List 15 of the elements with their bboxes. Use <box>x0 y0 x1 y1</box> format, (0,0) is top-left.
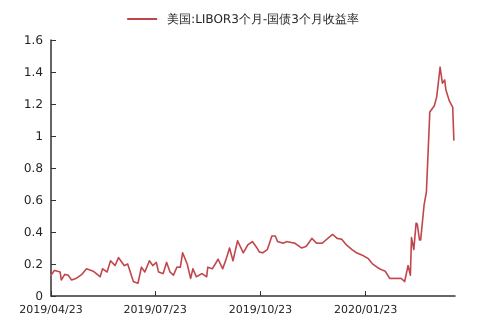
y-tick-label: 1.4 <box>24 65 43 79</box>
y-tick-label: 0.6 <box>24 193 43 207</box>
x-tick-label: 2019/04/23 <box>19 303 83 316</box>
y-tick-label: 0.8 <box>24 161 43 175</box>
y-tick-label: 1 <box>35 129 43 143</box>
x-tick-label: 2019/10/23 <box>228 303 292 316</box>
line-series <box>50 66 455 284</box>
x-tick-label: 2020/01/23 <box>334 303 398 316</box>
y-tick-label: 0.4 <box>24 225 43 239</box>
legend-label: 美国:LIBOR3个月-国债3个月收益率 <box>167 12 359 26</box>
y-tick-label: 1.2 <box>24 97 43 111</box>
x-tick-label: 2019/07/23 <box>123 303 187 316</box>
y-tick-label: 0 <box>35 289 43 303</box>
y-tick-label: 1.6 <box>24 33 43 47</box>
y-tick-label: 0.2 <box>24 257 43 271</box>
